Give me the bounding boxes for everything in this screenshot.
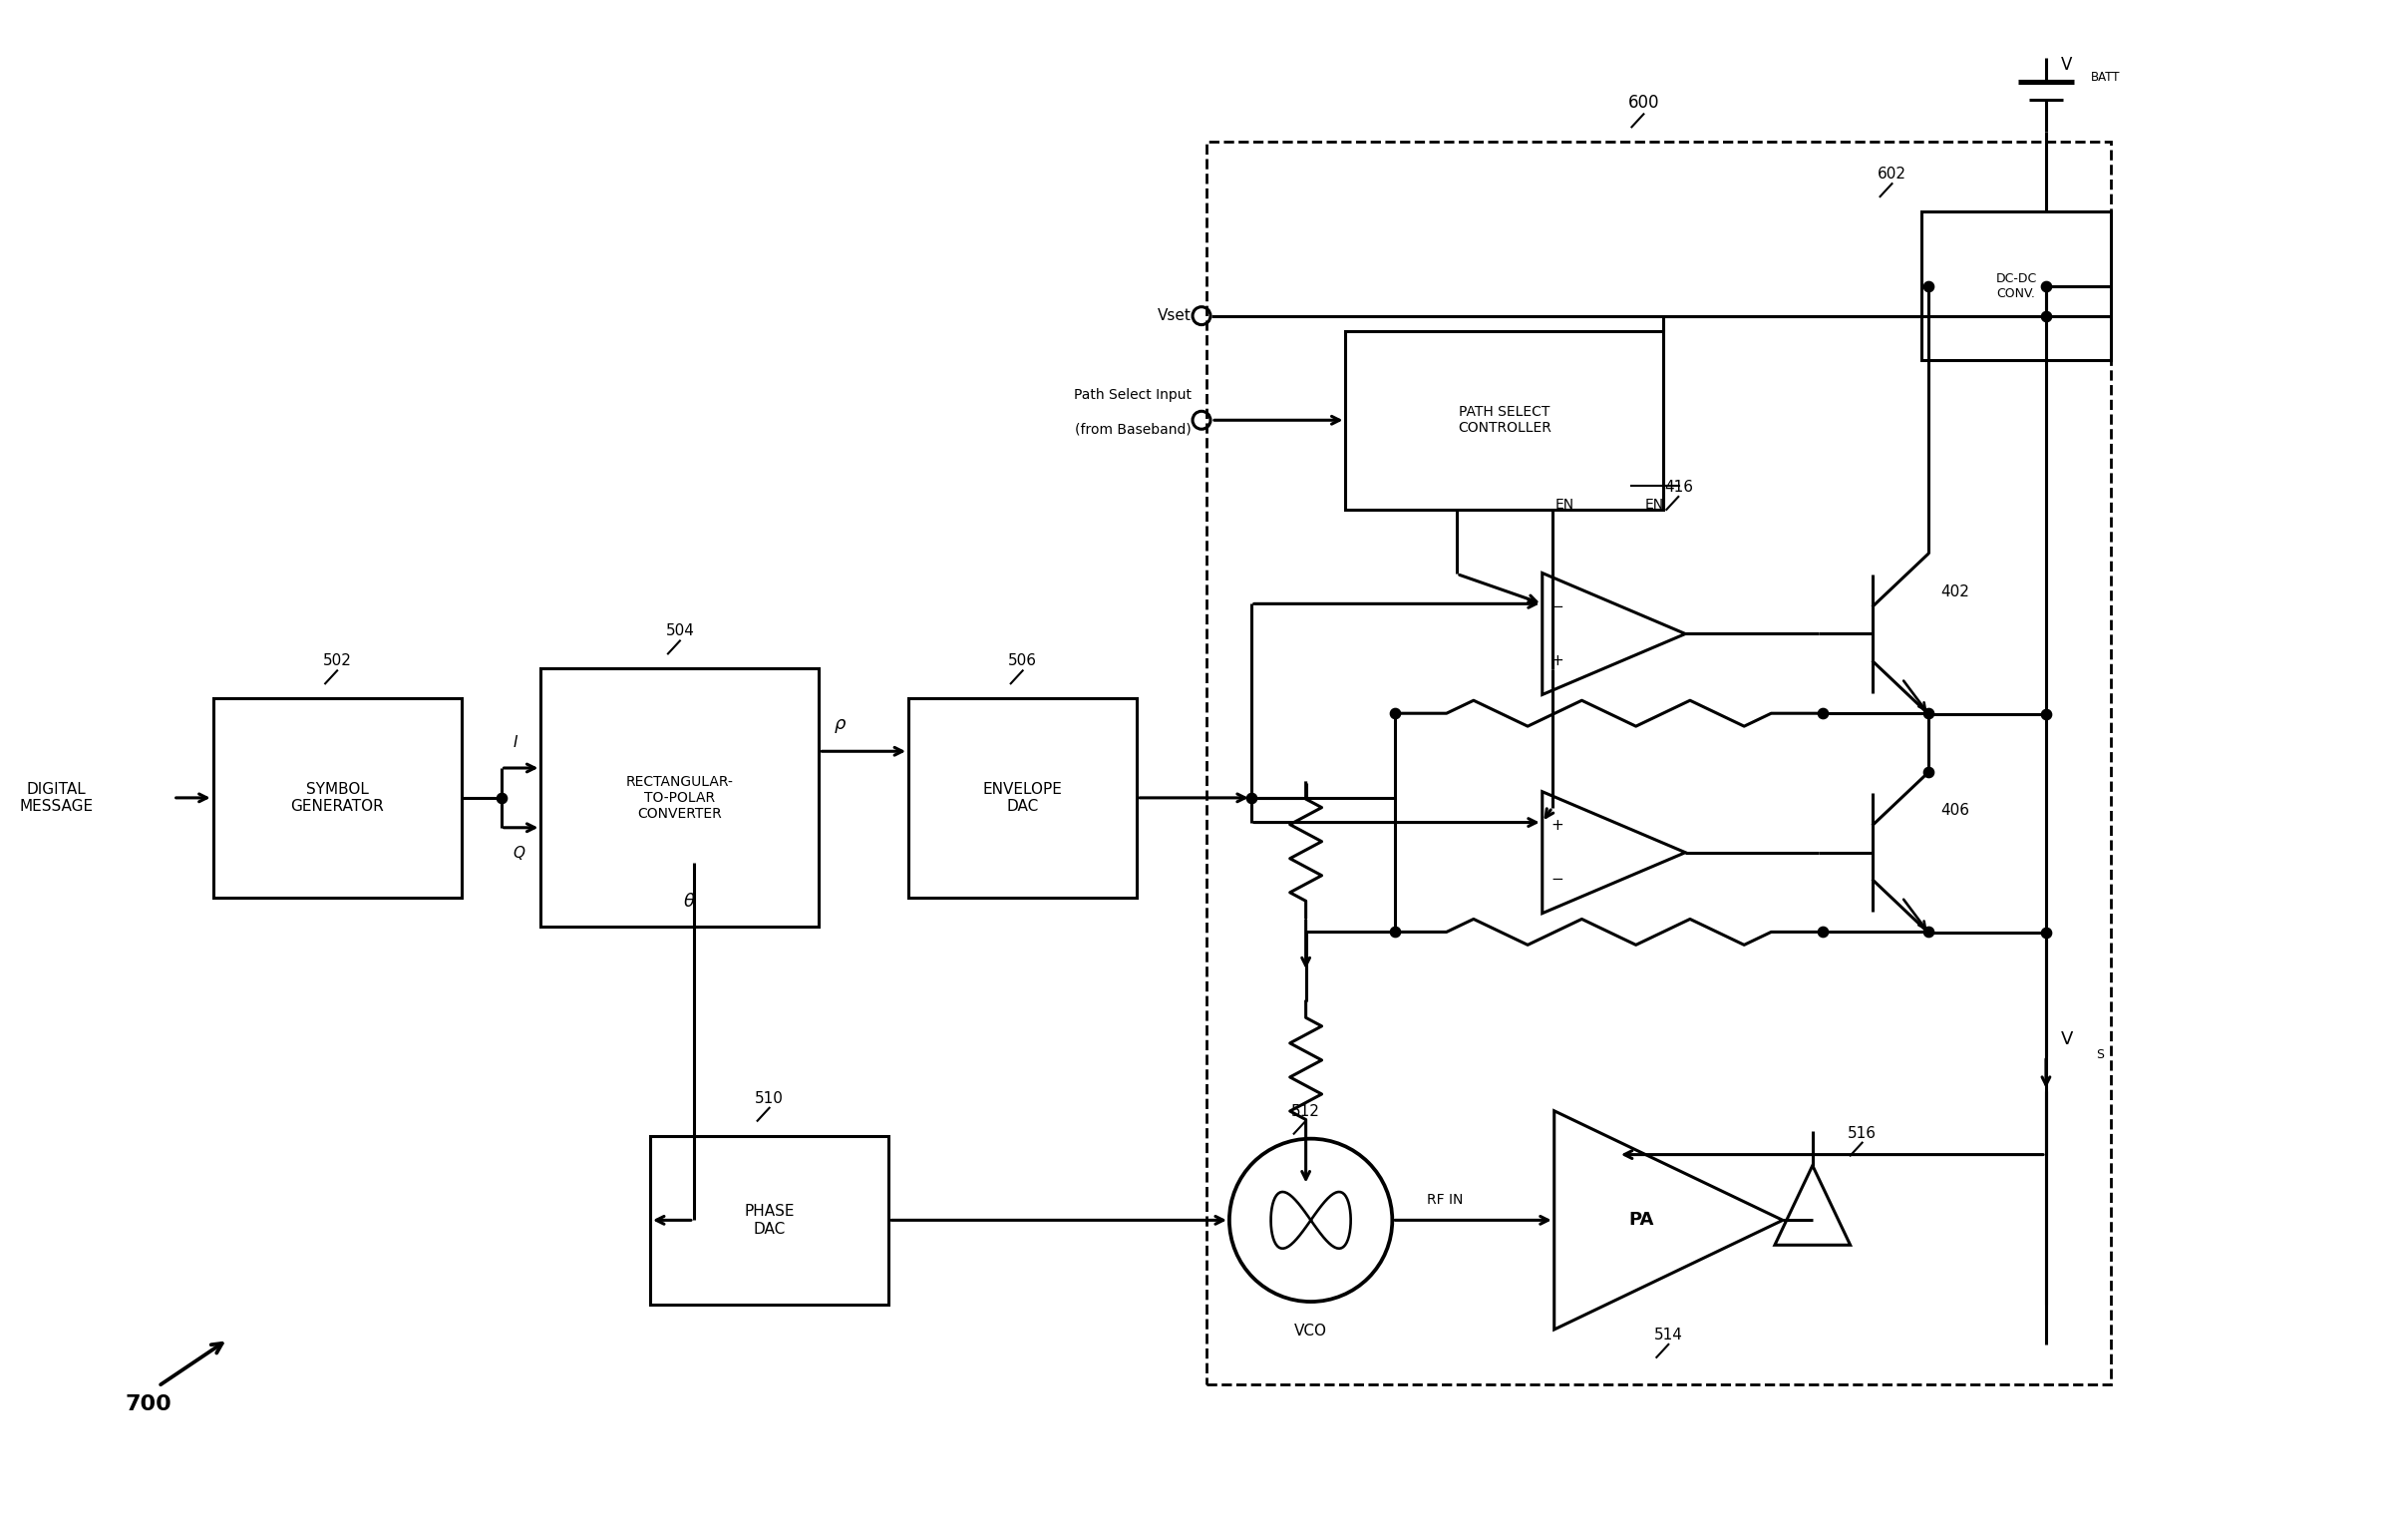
Text: 506: 506 [1009,654,1038,668]
Text: (from Baseband): (from Baseband) [1074,422,1192,436]
Bar [908,699,1137,897]
Text: ρ: ρ [833,716,845,733]
Text: PA: PA [1628,1212,1654,1229]
Point [1910,760,1948,785]
Text: BATT: BATT [2090,71,2119,84]
Bar [650,1135,889,1304]
Text: RF IN: RF IN [1428,1193,1464,1207]
Point [2028,702,2066,727]
Point [1233,785,1271,809]
Point [1910,920,1948,945]
Text: Vset: Vset [1158,309,1192,323]
Text: 516: 516 [1847,1126,1876,1141]
Text: VCO: VCO [1296,1324,1327,1338]
Point [482,785,520,809]
Bar [212,699,462,897]
Point [1375,920,1413,945]
Text: V: V [2061,1031,2073,1048]
Text: 514: 514 [1654,1327,1683,1342]
Point [2028,920,2066,945]
Text: 402: 402 [1941,585,1970,599]
Text: 700: 700 [125,1395,171,1415]
Text: PHASE
DAC: PHASE DAC [744,1204,795,1236]
Text: Q: Q [513,845,525,860]
Text: 502: 502 [323,654,352,668]
Text: θ: θ [684,892,694,911]
Point [1804,700,1842,725]
Text: ENVELOPE
DAC: ENVELOPE DAC [982,782,1062,814]
Text: −: − [1551,872,1563,888]
Bar [542,668,819,928]
Text: −: − [1551,599,1563,614]
Text: 512: 512 [1291,1104,1320,1118]
Point [1910,700,1948,725]
Text: 504: 504 [665,624,694,639]
Text: RECTANGULAR-
TO-POLAR
CONVERTER: RECTANGULAR- TO-POLAR CONVERTER [626,774,734,820]
Text: 406: 406 [1941,803,1970,819]
Text: Path Select Input: Path Select Input [1074,389,1192,402]
Text: EN: EN [1645,498,1664,511]
Point [1804,920,1842,945]
Text: S: S [2095,1049,2105,1061]
Text: PATH SELECT
CONTROLLER: PATH SELECT CONTROLLER [1457,406,1551,435]
Text: 510: 510 [756,1091,783,1106]
Text: 416: 416 [1664,479,1693,495]
Text: 602: 602 [1878,167,1907,181]
Text: EN: EN [1556,498,1575,511]
Point [1375,700,1413,725]
Text: DC-DC
CONV.: DC-DC CONV. [1996,272,2037,300]
Bar [1346,330,1664,510]
Point [2028,273,2066,298]
Text: I: I [513,736,518,750]
Bar [1922,212,2109,361]
Point [2028,304,2066,329]
Text: 600: 600 [1628,94,1659,112]
Point [1910,273,1948,298]
Text: SYMBOL
GENERATOR: SYMBOL GENERATOR [291,782,383,814]
Text: +: + [1551,653,1563,668]
Text: +: + [1551,817,1563,833]
Bar [1206,141,2109,1384]
Text: V: V [2061,55,2073,74]
Text: DIGITAL
MESSAGE: DIGITAL MESSAGE [19,782,94,814]
